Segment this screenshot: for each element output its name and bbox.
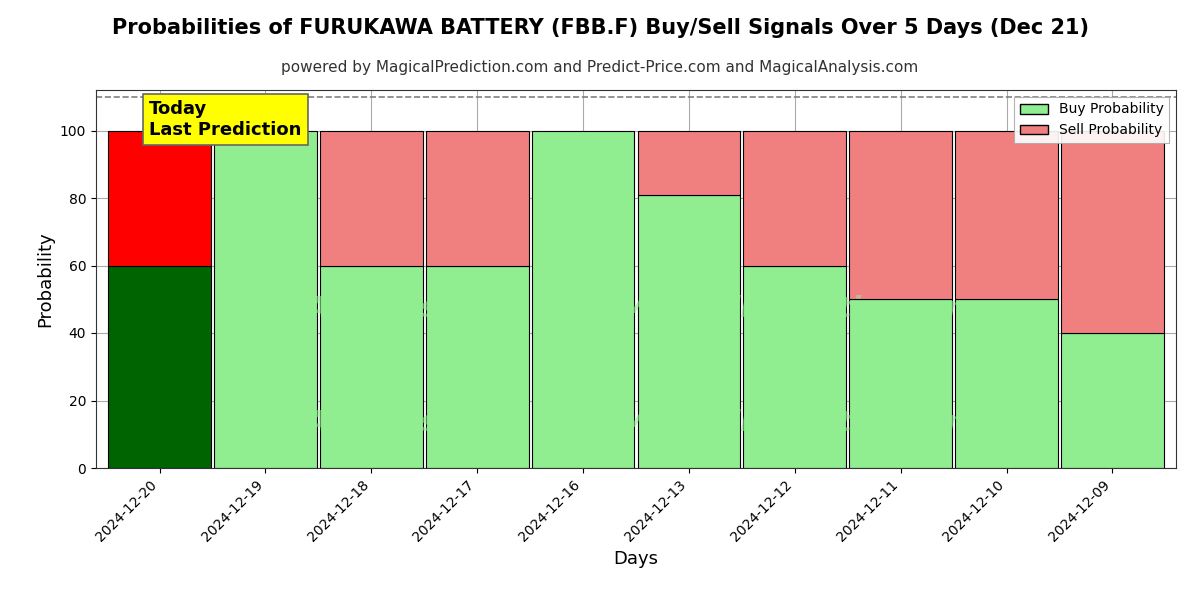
Bar xyxy=(955,299,1058,468)
Bar xyxy=(426,265,528,468)
Text: calAnalysis.com: calAnalysis.com xyxy=(263,409,512,437)
Bar xyxy=(1061,130,1164,333)
Bar xyxy=(850,130,952,299)
Bar xyxy=(426,130,528,265)
X-axis label: Days: Days xyxy=(613,550,659,568)
Bar xyxy=(108,265,211,468)
Text: powered by MagicalPrediction.com and Predict-Price.com and MagicalAnalysis.com: powered by MagicalPrediction.com and Pre… xyxy=(281,60,919,75)
Text: MagicalPrediction.com: MagicalPrediction.com xyxy=(620,295,976,323)
Bar xyxy=(532,130,635,468)
Bar xyxy=(108,130,211,265)
Bar xyxy=(744,130,846,265)
Bar xyxy=(637,194,740,468)
Bar xyxy=(744,265,846,468)
Text: MagicalPrediction.com: MagicalPrediction.com xyxy=(620,409,976,437)
Bar xyxy=(320,130,422,265)
Y-axis label: Probability: Probability xyxy=(36,231,54,327)
Text: Today
Last Prediction: Today Last Prediction xyxy=(149,100,301,139)
Bar xyxy=(320,265,422,468)
Text: Probabilities of FURUKAWA BATTERY (FBB.F) Buy/Sell Signals Over 5 Days (Dec 21): Probabilities of FURUKAWA BATTERY (FBB.F… xyxy=(112,18,1088,38)
Bar xyxy=(214,130,317,468)
Bar xyxy=(1061,333,1164,468)
Bar xyxy=(850,299,952,468)
Bar xyxy=(955,130,1058,299)
Legend: Buy Probability, Sell Probability: Buy Probability, Sell Probability xyxy=(1014,97,1169,143)
Text: calAnalysis.com: calAnalysis.com xyxy=(263,295,512,323)
Bar xyxy=(637,130,740,194)
